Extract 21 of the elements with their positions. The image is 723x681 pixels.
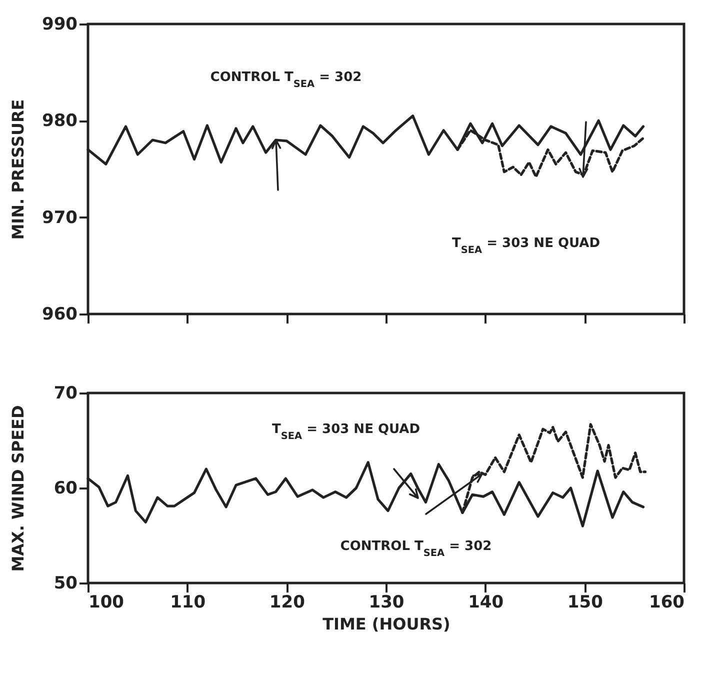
x-tick-label: 120 xyxy=(269,592,306,612)
x-tick-label: 110 xyxy=(170,592,206,612)
y-axis-title: MIN. PRESSURE xyxy=(8,99,28,240)
x-tick-label: 160 xyxy=(649,592,685,612)
x-tick-label: 140 xyxy=(468,592,504,612)
annotation: CONTROL T$_{SEA}$ = 302 xyxy=(210,70,362,90)
annotation: T$_{SEA}$ = 303 NE QUAD xyxy=(452,236,600,256)
x-tick-label: 150 xyxy=(567,592,604,612)
y-axis-title: MAX. WIND SPEED xyxy=(8,405,28,572)
y-tick-label: 70 xyxy=(54,384,78,404)
y-tick-label: 970 xyxy=(42,208,78,228)
x-tick-label: 130 xyxy=(368,592,404,612)
y-tick-label: 960 xyxy=(42,304,78,324)
y-tick-label: 50 xyxy=(54,574,78,594)
annotation: CONTROL T$_{SEA}$ = 302 xyxy=(340,539,492,558)
y-tick-label: 980 xyxy=(42,111,78,132)
annotation: T$_{SEA}$ = 303 NE QUAD xyxy=(272,422,420,442)
y-tick-label: 60 xyxy=(54,478,78,498)
x-tick-label: 100 xyxy=(88,592,124,612)
x-axis-title: TIME (HOURS) xyxy=(322,614,450,634)
y-tick-label: 990 xyxy=(42,14,78,34)
